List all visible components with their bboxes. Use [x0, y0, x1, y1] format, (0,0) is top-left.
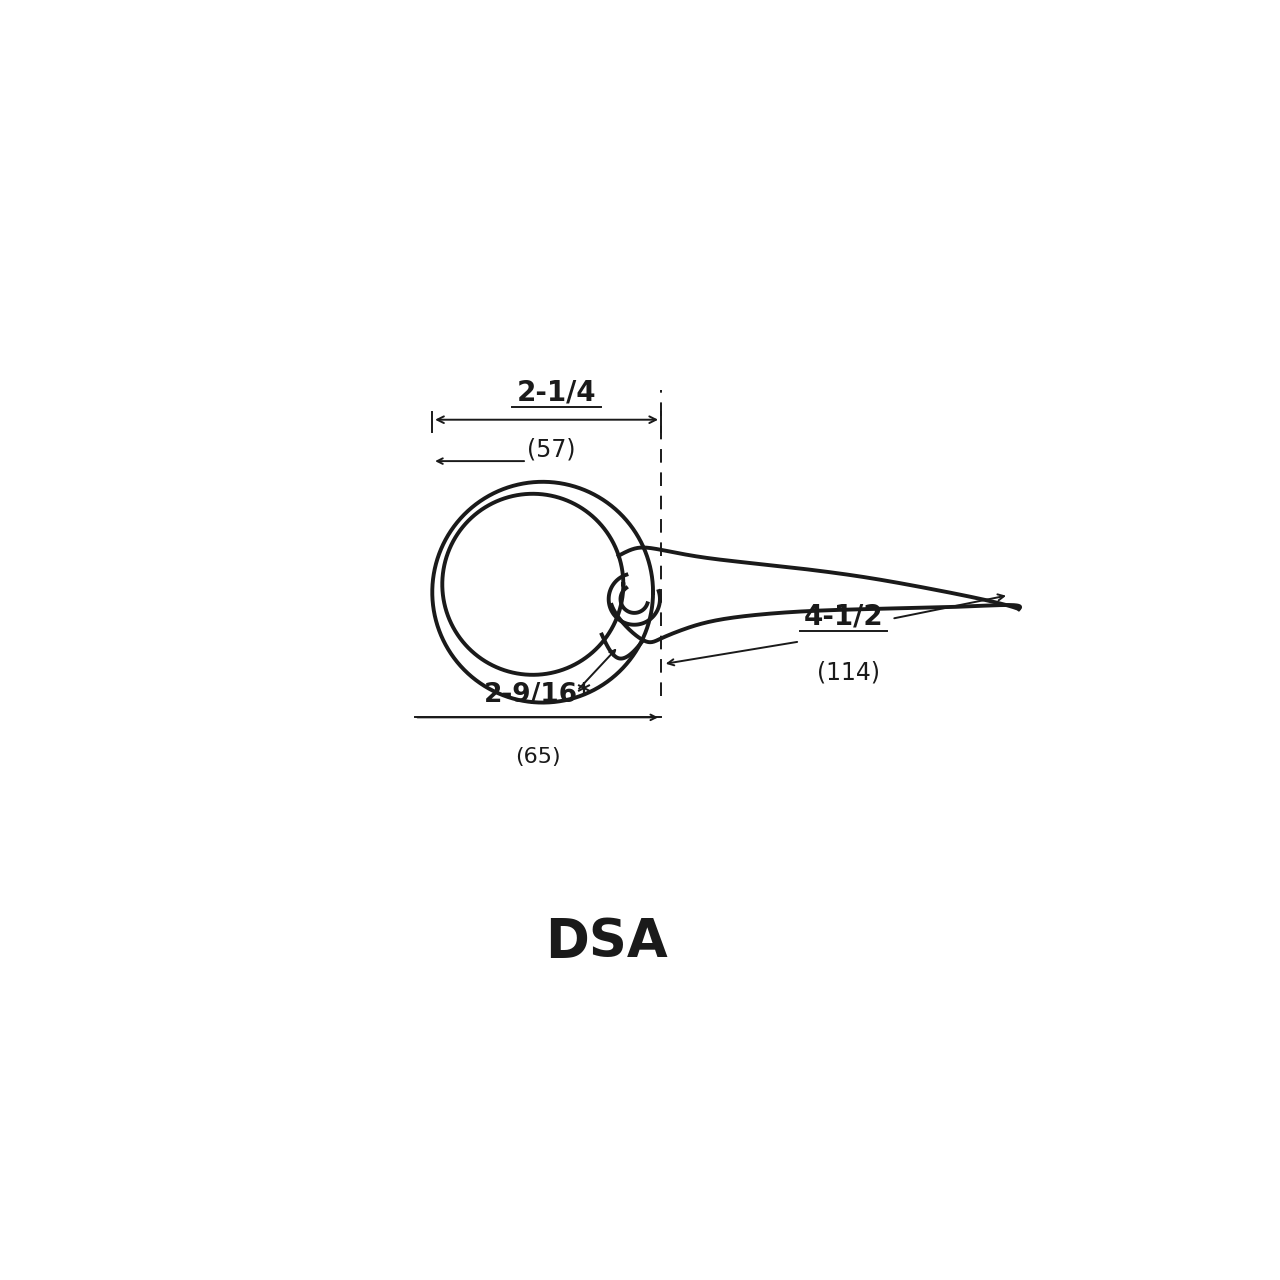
Text: (57): (57) — [527, 438, 576, 462]
Text: 2-9/16*: 2-9/16* — [484, 681, 591, 708]
Text: 2-1/4: 2-1/4 — [517, 379, 596, 407]
Text: (114): (114) — [817, 660, 879, 685]
Text: (65): (65) — [515, 748, 561, 767]
Text: DSA: DSA — [545, 916, 668, 968]
Text: 4-1/2: 4-1/2 — [804, 603, 883, 631]
